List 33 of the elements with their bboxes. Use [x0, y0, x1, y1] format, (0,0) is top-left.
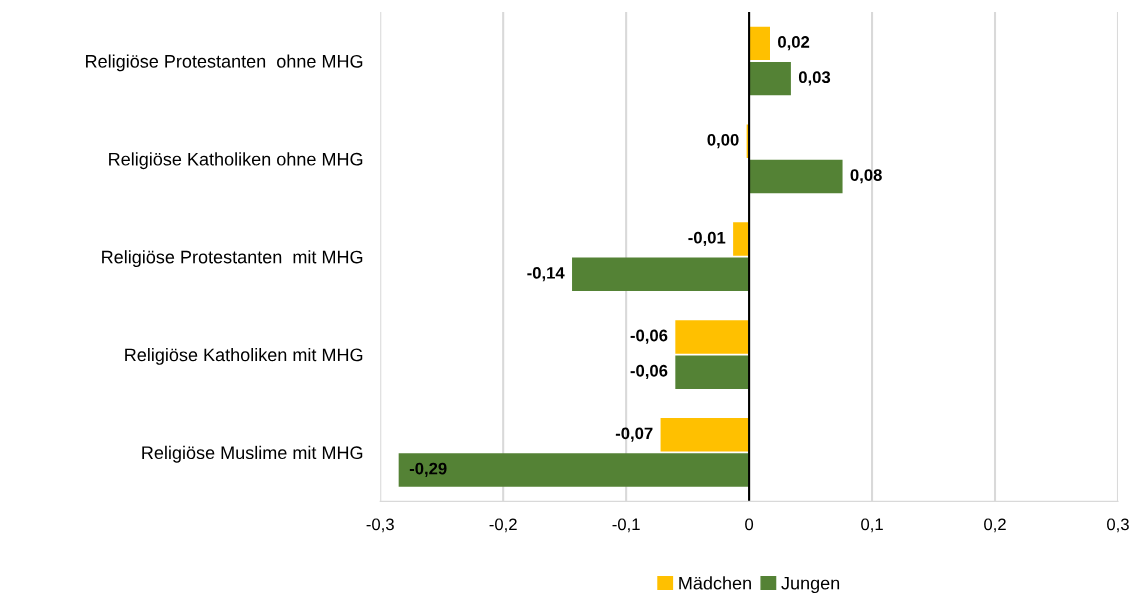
x-tick-label: 0,1: [861, 518, 883, 533]
bar: [675, 320, 750, 354]
x-tick-label: 0,2: [984, 518, 1006, 533]
bar: [749, 159, 843, 194]
bar: [749, 26, 770, 61]
data-label: 0,00: [707, 133, 739, 149]
x-tick-label: -0,2: [489, 518, 517, 533]
data-label: -0,14: [527, 266, 565, 282]
bar: [733, 222, 750, 256]
data-label: 0,08: [850, 169, 882, 184]
y-tick-label: Religiöse Protestanten ohne MHG: [86, 54, 363, 72]
data-label: -0,01: [688, 231, 726, 246]
x-tick-label: 0: [745, 518, 754, 531]
data-label: -0,06: [630, 329, 668, 344]
bar: [749, 61, 791, 96]
y-tick-label: Religiöse Muslime mit MHG: [142, 445, 363, 463]
y-tick-label: Religiöse Katholiken ohne MHG: [109, 152, 363, 170]
bar: [675, 355, 750, 389]
bar: [660, 418, 750, 452]
bar: [398, 453, 750, 487]
data-label: -0,07: [615, 427, 653, 442]
bar: [572, 257, 750, 292]
data-label: 0,03: [798, 71, 831, 86]
y-tick-label: Religiöse Protestanten mit MHG: [102, 250, 363, 267]
legend-label: Mädchen: [679, 576, 751, 590]
y-tick-label: Religiöse Katholiken mit MHG: [125, 348, 363, 365]
x-tick-label: -0,3: [366, 518, 394, 533]
x-tick-label: -0,1: [612, 518, 640, 533]
legend-label: Jungen: [781, 576, 840, 594]
x-tick-label: 0,3: [1107, 518, 1129, 533]
data-label: -0,29: [409, 462, 447, 477]
data-label: 0,02: [778, 36, 810, 51]
data-label: -0,06: [630, 364, 668, 380]
